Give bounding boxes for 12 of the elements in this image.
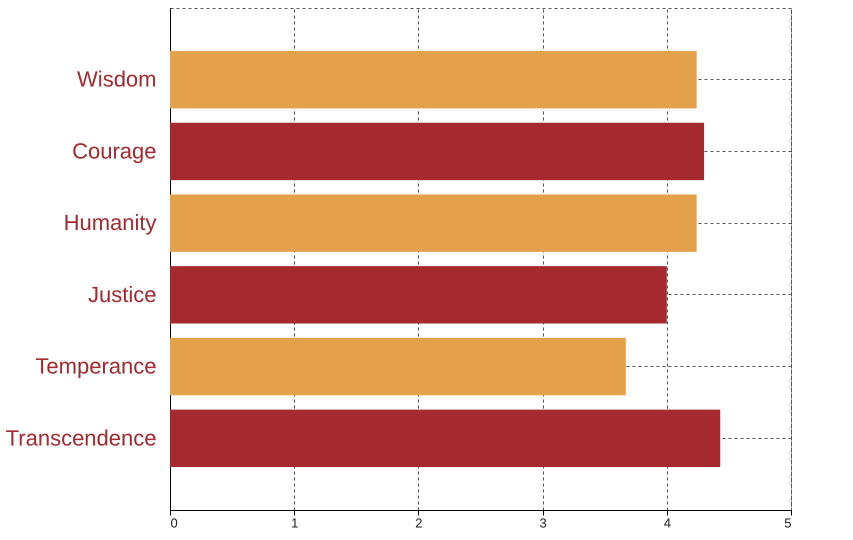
x-tick-label: 1 xyxy=(291,516,298,530)
y-tick-label: Wisdom xyxy=(77,66,156,92)
y-tick-label: Justice xyxy=(88,282,156,307)
y-tick-label: Courage xyxy=(72,138,156,164)
y-tick-label: Humanity xyxy=(64,210,156,236)
x-tick-label: 0 xyxy=(170,516,178,530)
x-tick-label: 2 xyxy=(415,516,423,530)
x-tick-label: 3 xyxy=(539,516,547,530)
x-tick-label: 5 xyxy=(784,516,792,530)
y-tick-label: Transcendence xyxy=(6,425,156,450)
x-tick-label: 4 xyxy=(664,516,671,530)
y-tick-label: Temperance xyxy=(35,354,156,379)
